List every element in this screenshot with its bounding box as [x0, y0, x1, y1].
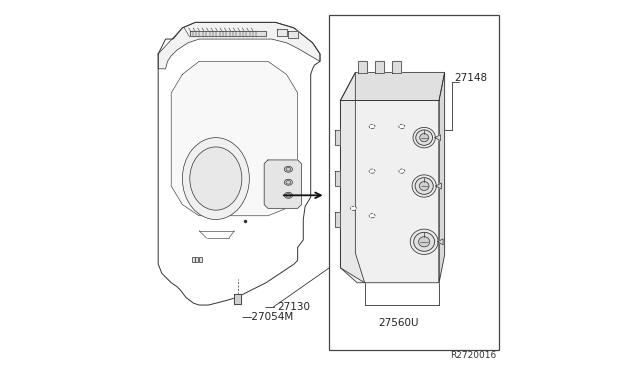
- Bar: [199, 257, 202, 262]
- Polygon shape: [439, 73, 445, 283]
- Polygon shape: [392, 61, 401, 73]
- Ellipse shape: [419, 237, 429, 247]
- Polygon shape: [158, 22, 320, 69]
- Ellipse shape: [284, 166, 292, 172]
- Polygon shape: [277, 29, 287, 36]
- Ellipse shape: [420, 134, 429, 142]
- Ellipse shape: [413, 128, 435, 148]
- Text: R2720016: R2720016: [451, 351, 497, 360]
- Text: 27560U: 27560U: [378, 318, 419, 328]
- Ellipse shape: [286, 193, 291, 197]
- Polygon shape: [289, 31, 298, 38]
- Polygon shape: [335, 130, 340, 145]
- Ellipse shape: [351, 206, 356, 211]
- Ellipse shape: [416, 130, 433, 145]
- Polygon shape: [172, 61, 298, 216]
- Ellipse shape: [284, 192, 292, 198]
- Polygon shape: [340, 100, 439, 283]
- Ellipse shape: [286, 180, 291, 184]
- Text: —27054M: —27054M: [242, 312, 294, 322]
- Polygon shape: [436, 183, 442, 189]
- Ellipse shape: [399, 124, 405, 129]
- Text: 27148: 27148: [454, 73, 487, 83]
- Bar: [330, 15, 499, 350]
- Ellipse shape: [286, 167, 291, 171]
- Ellipse shape: [369, 169, 375, 173]
- Ellipse shape: [415, 177, 433, 195]
- Ellipse shape: [399, 169, 405, 173]
- Polygon shape: [234, 294, 241, 304]
- Polygon shape: [335, 212, 340, 227]
- Ellipse shape: [412, 175, 436, 197]
- Polygon shape: [375, 61, 384, 73]
- Bar: [195, 257, 198, 262]
- Ellipse shape: [369, 124, 375, 129]
- Polygon shape: [264, 160, 301, 208]
- Polygon shape: [190, 31, 266, 36]
- Ellipse shape: [419, 182, 429, 190]
- Ellipse shape: [369, 214, 375, 218]
- Polygon shape: [438, 239, 443, 245]
- Polygon shape: [158, 22, 320, 305]
- Ellipse shape: [182, 138, 250, 219]
- Polygon shape: [435, 135, 440, 141]
- Text: 27130: 27130: [277, 302, 310, 312]
- Polygon shape: [358, 61, 367, 73]
- Ellipse shape: [284, 179, 292, 185]
- Ellipse shape: [190, 147, 242, 210]
- Polygon shape: [340, 73, 365, 283]
- Text: —: —: [264, 302, 275, 312]
- Ellipse shape: [410, 229, 438, 254]
- Polygon shape: [340, 73, 445, 100]
- Ellipse shape: [413, 232, 435, 251]
- Polygon shape: [335, 171, 340, 186]
- Bar: [191, 257, 195, 262]
